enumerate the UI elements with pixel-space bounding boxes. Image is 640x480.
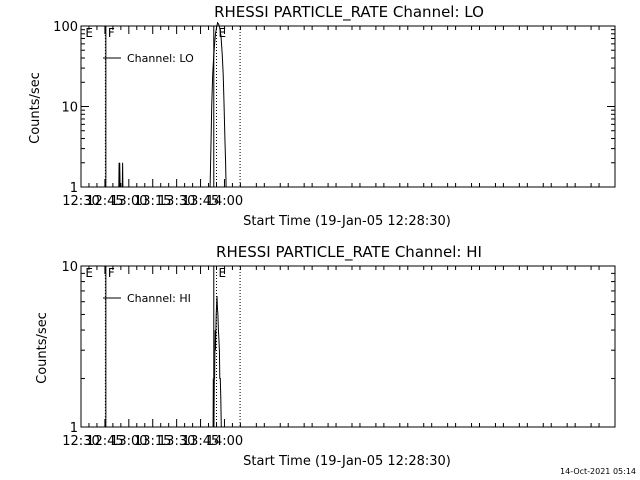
x-tick-label: 13:15 <box>134 434 171 449</box>
y-tick-label: 1 <box>70 181 78 196</box>
series-line-lo <box>118 21 227 188</box>
chart-panel-hi: RHESSI PARTICLE_RATE Channel: HI Start T… <box>35 243 616 469</box>
event-marker-label: E <box>85 26 93 40</box>
plot-frame-hi <box>80 265 616 428</box>
x-axis-label-hi: Start Time (19-Jan-05 12:28:30) <box>243 454 451 469</box>
x-axis-label-lo: Start Time (19-Jan-05 12:28:30) <box>243 214 451 229</box>
event-marker-label: E <box>85 266 93 280</box>
y-tick-label: 10 <box>61 101 78 116</box>
series-line-hi <box>212 296 222 428</box>
chart-title-hi: RHESSI PARTICLE_RATE Channel: HI <box>216 243 482 262</box>
x-tick-label: 13:30 <box>158 194 195 209</box>
timestamp-footer: 14-Oct-2021 05:14 <box>560 467 636 476</box>
chart-title-lo: RHESSI PARTICLE_RATE Channel: LO <box>214 3 484 22</box>
x-tick-label: 13:45 <box>182 434 219 449</box>
chart-panel-lo: RHESSI PARTICLE_RATE Channel: LO Start T… <box>28 3 616 229</box>
y-tick-label: 100 <box>53 20 78 35</box>
y-tick-label: 1 <box>70 421 78 436</box>
event-marker-label: E <box>218 26 226 40</box>
x-tick-label: 13:00 <box>110 194 147 209</box>
x-tick-label: 14:00 <box>206 194 243 209</box>
x-tick-label: 13:45 <box>182 194 219 209</box>
y-axis-label-lo: Counts/sec <box>28 72 43 144</box>
event-marker-label: F <box>108 266 115 280</box>
x-tick-label: 14:00 <box>206 434 243 449</box>
x-tick-label: 12:45 <box>86 194 123 209</box>
x-tick-label: 13:00 <box>110 434 147 449</box>
event-marker-label: F <box>108 26 115 40</box>
x-tick-label: 12:30 <box>62 194 99 209</box>
legend-label-lo: Channel: LO <box>127 52 194 65</box>
y-axis-label-hi: Counts/sec <box>35 312 50 384</box>
y-tick-label: 10 <box>61 260 78 275</box>
legend-label-hi: Channel: HI <box>127 292 191 305</box>
x-tick-label: 13:30 <box>158 434 195 449</box>
x-tick-label: 12:30 <box>62 434 99 449</box>
x-tick-label: 12:45 <box>86 434 123 449</box>
event-marker-label: E <box>218 266 226 280</box>
x-tick-label: 13:15 <box>134 194 171 209</box>
plot-frame-lo <box>80 25 616 188</box>
